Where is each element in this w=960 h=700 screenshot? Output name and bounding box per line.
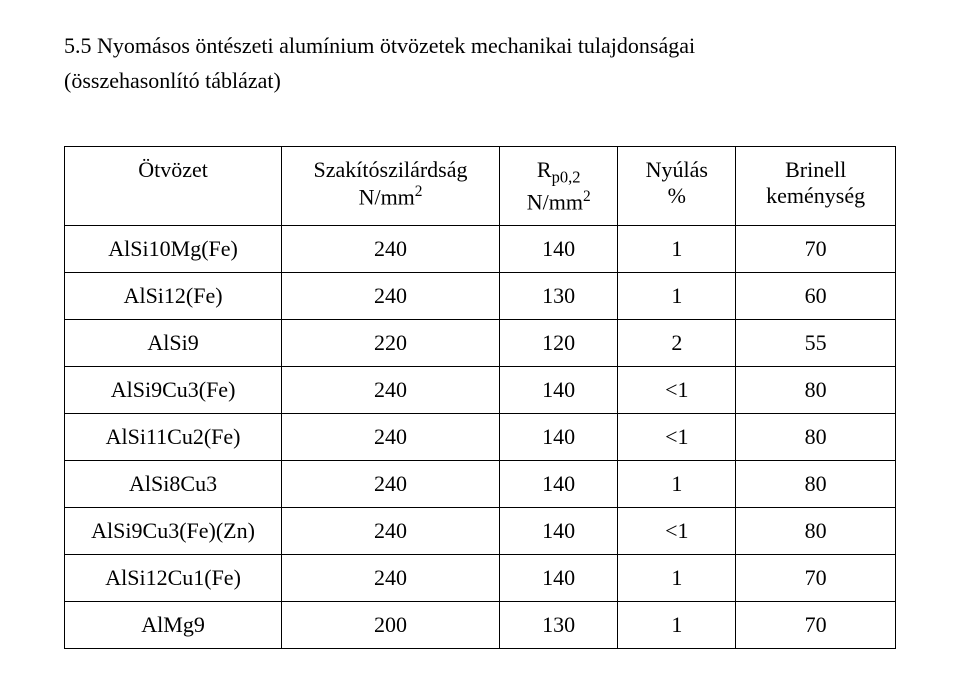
cell-rp: 130 [499, 273, 617, 320]
cell-brinell: 80 [736, 367, 896, 414]
cell-alloy: AlSi12(Fe) [65, 273, 282, 320]
table-row: AlSi10Mg(Fe)240140170 [65, 226, 896, 273]
cell-brinell: 70 [736, 555, 896, 602]
unit-prefix: N/mm [527, 189, 583, 214]
cell-rp: 140 [499, 555, 617, 602]
cell-tensile: 240 [282, 273, 500, 320]
header-text: Szakítószilárdság [296, 157, 485, 183]
cell-elong: 1 [618, 226, 736, 273]
cell-elong: 2 [618, 320, 736, 367]
cell-rp: 120 [499, 320, 617, 367]
cell-elong: 1 [618, 273, 736, 320]
cell-tensile: 240 [282, 508, 500, 555]
col-header-brinell: Brinell keménység [736, 147, 896, 226]
cell-alloy: AlSi9Cu3(Fe)(Zn) [65, 508, 282, 555]
table-row: AlSi12(Fe)240130160 [65, 273, 896, 320]
unit-exponent: 2 [415, 183, 423, 200]
cell-rp: 130 [499, 602, 617, 649]
table-body: AlSi10Mg(Fe)240140170AlSi12(Fe)240130160… [65, 226, 896, 649]
cell-tensile: 240 [282, 461, 500, 508]
header-symbol: Rp0,2 [514, 157, 603, 187]
cell-elong: <1 [618, 367, 736, 414]
cell-brinell: 70 [736, 226, 896, 273]
cell-tensile: 220 [282, 320, 500, 367]
unit-prefix: N/mm [359, 185, 415, 210]
section-heading: 5.5 Nyomásos öntészeti alumínium ötvözet… [64, 28, 896, 98]
table-row: AlSi8Cu3240140180 [65, 461, 896, 508]
table-header-row: Ötvözet Szakítószilárdság N/mm2 Rp0,2 N/… [65, 147, 896, 226]
cell-brinell: 80 [736, 414, 896, 461]
cell-rp: 140 [499, 226, 617, 273]
table-row: AlSi9Cu3(Fe)(Zn)240140<180 [65, 508, 896, 555]
cell-alloy: AlSi9Cu3(Fe) [65, 367, 282, 414]
cell-alloy: AlSi10Mg(Fe) [65, 226, 282, 273]
heading-line-1: 5.5 Nyomásos öntészeti alumínium ötvözet… [64, 33, 695, 58]
cell-rp: 140 [499, 461, 617, 508]
table-row: AlMg9200130170 [65, 602, 896, 649]
cell-rp: 140 [499, 414, 617, 461]
cell-tensile: 240 [282, 414, 500, 461]
cell-rp: 140 [499, 367, 617, 414]
header-text: Nyúlás [632, 157, 721, 183]
cell-elong: 1 [618, 555, 736, 602]
header-text: Brinell [750, 157, 881, 183]
cell-elong: <1 [618, 508, 736, 555]
symbol-prefix: R [537, 157, 552, 182]
table-row: AlSi9220120255 [65, 320, 896, 367]
cell-alloy: AlMg9 [65, 602, 282, 649]
cell-alloy: AlSi11Cu2(Fe) [65, 414, 282, 461]
unit-exponent: 2 [583, 188, 591, 205]
col-header-tensile: Szakítószilárdság N/mm2 [282, 147, 500, 226]
heading-line-2: (összehasonlító táblázat) [64, 68, 281, 93]
cell-brinell: 70 [736, 602, 896, 649]
table-row: AlSi11Cu2(Fe)240140<180 [65, 414, 896, 461]
cell-tensile: 240 [282, 226, 500, 273]
table-row: AlSi9Cu3(Fe)240140<180 [65, 367, 896, 414]
header-text: Ötvözet [79, 157, 267, 183]
cell-alloy: AlSi12Cu1(Fe) [65, 555, 282, 602]
cell-elong: <1 [618, 414, 736, 461]
cell-tensile: 200 [282, 602, 500, 649]
cell-elong: 1 [618, 602, 736, 649]
header-unit: N/mm2 [296, 183, 485, 210]
cell-tensile: 240 [282, 367, 500, 414]
cell-brinell: 80 [736, 508, 896, 555]
cell-alloy: AlSi8Cu3 [65, 461, 282, 508]
header-text: keménység [750, 183, 881, 209]
cell-brinell: 80 [736, 461, 896, 508]
col-header-elongation: Nyúlás % [618, 147, 736, 226]
alloy-properties-table: Ötvözet Szakítószilárdság N/mm2 Rp0,2 N/… [64, 146, 896, 649]
document-page: 5.5 Nyomásos öntészeti alumínium ötvözet… [0, 0, 960, 649]
col-header-rp: Rp0,2 N/mm2 [499, 147, 617, 226]
table-row: AlSi12Cu1(Fe)240140170 [65, 555, 896, 602]
cell-brinell: 55 [736, 320, 896, 367]
cell-rp: 140 [499, 508, 617, 555]
cell-tensile: 240 [282, 555, 500, 602]
col-header-alloy: Ötvözet [65, 147, 282, 226]
cell-alloy: AlSi9 [65, 320, 282, 367]
cell-brinell: 60 [736, 273, 896, 320]
symbol-subscript: p0,2 [552, 168, 581, 187]
header-unit: N/mm2 [514, 188, 603, 215]
cell-elong: 1 [618, 461, 736, 508]
header-unit: % [632, 183, 721, 209]
